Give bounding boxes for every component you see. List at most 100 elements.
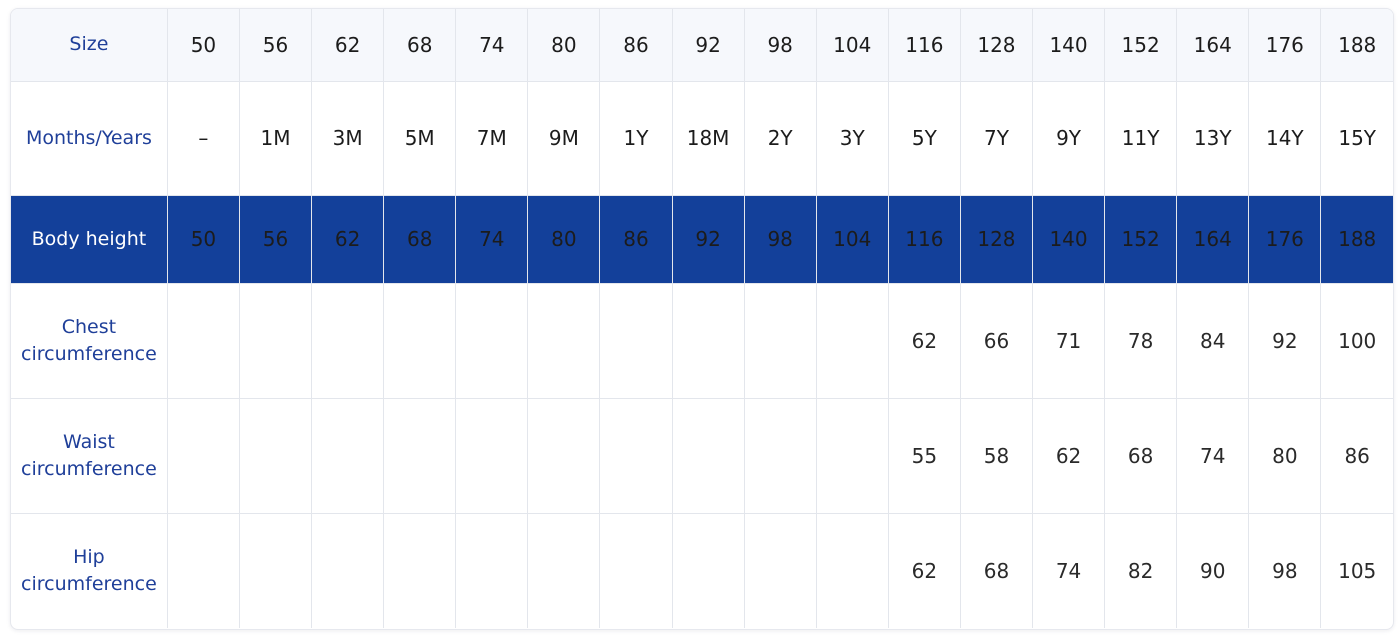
hip-cell (815, 512, 889, 628)
body-height-cell: 116 (887, 194, 961, 284)
hip-cell (599, 512, 673, 628)
size-cell: 128 (959, 9, 1034, 82)
hip-cell: 68 (959, 512, 1034, 628)
size-cell: 68 (383, 9, 457, 82)
waist-cell (743, 397, 817, 514)
waist-cell: 68 (1104, 397, 1178, 514)
age-cell: 15Y (1320, 80, 1393, 196)
hip-cell (455, 512, 529, 628)
age-cell: – (166, 80, 240, 196)
chest-cell: 84 (1176, 282, 1250, 399)
waist-cell: 74 (1176, 397, 1250, 514)
hip-row: Hip circumference 62 68 74 82 90 98 105 (11, 512, 1393, 628)
size-cell: 164 (1176, 9, 1250, 82)
chest-cell (815, 282, 889, 399)
waist-cell: 86 (1320, 397, 1393, 514)
waist-cell (815, 397, 889, 514)
hip-row-label-line2: circumference (21, 572, 157, 595)
body-height-cell: 56 (238, 194, 313, 284)
size-cell: 152 (1104, 9, 1178, 82)
body-height-row: Body height 50 56 62 68 74 80 86 92 98 1… (11, 194, 1393, 284)
age-cell: 14Y (1248, 80, 1322, 196)
size-cell: 98 (743, 9, 817, 82)
size-cell: 50 (166, 9, 240, 82)
size-row-label: Size (11, 9, 168, 82)
chest-row-label-line2: circumference (21, 342, 157, 365)
chest-cell (527, 282, 601, 399)
waist-cell (383, 397, 457, 514)
age-cell: 18M (671, 80, 745, 196)
size-cell: 86 (599, 9, 673, 82)
hip-cell (166, 512, 240, 628)
body-height-cell: 104 (815, 194, 889, 284)
age-cell: 5M (383, 80, 457, 196)
body-height-cell: 92 (671, 194, 745, 284)
waist-cell: 55 (887, 397, 961, 514)
size-cell: 140 (1031, 9, 1106, 82)
chest-cell: 71 (1031, 282, 1106, 399)
chest-cell: 100 (1320, 282, 1393, 399)
size-cell: 56 (238, 9, 313, 82)
hip-row-label-line1: Hip (73, 545, 105, 568)
body-height-cell: 74 (455, 194, 529, 284)
size-cell: 92 (671, 9, 745, 82)
chest-cell: 78 (1104, 282, 1178, 399)
hip-cell (527, 512, 601, 628)
hip-cell: 74 (1031, 512, 1106, 628)
waist-cell (238, 397, 313, 514)
waist-cell (311, 397, 385, 514)
hip-row-label: Hip circumference (11, 512, 168, 628)
chest-cell: 92 (1248, 282, 1322, 399)
waist-cell: 58 (959, 397, 1034, 514)
age-cell: 11Y (1104, 80, 1178, 196)
waist-row-label-line1: Waist (63, 430, 115, 453)
chest-cell (238, 282, 313, 399)
body-height-cell: 128 (959, 194, 1034, 284)
body-height-row-label: Body height (11, 194, 168, 284)
size-cell: 116 (887, 9, 961, 82)
chest-cell (311, 282, 385, 399)
body-height-cell: 152 (1104, 194, 1178, 284)
size-cell: 80 (527, 9, 601, 82)
age-cell: 2Y (743, 80, 817, 196)
size-cell: 176 (1248, 9, 1322, 82)
chest-cell (455, 282, 529, 399)
body-height-cell: 80 (527, 194, 601, 284)
size-cell: 74 (455, 9, 529, 82)
hip-cell: 98 (1248, 512, 1322, 628)
age-row: Months/Years – 1M 3M 5M 7M 9M 1Y 18M 2Y … (11, 80, 1393, 196)
size-cell: 62 (311, 9, 385, 82)
age-cell: 9M (527, 80, 601, 196)
waist-cell: 62 (1031, 397, 1106, 514)
age-cell: 7Y (959, 80, 1034, 196)
hip-cell (238, 512, 313, 628)
age-cell: 3M (311, 80, 385, 196)
age-cell: 3Y (815, 80, 889, 196)
chest-cell: 62 (887, 282, 961, 399)
chest-cell (671, 282, 745, 399)
waist-row: Waist circumference 55 58 62 68 74 80 86 (11, 397, 1393, 514)
age-cell: 9Y (1031, 80, 1106, 196)
waist-cell: 80 (1248, 397, 1322, 514)
age-row-label: Months/Years (11, 80, 168, 196)
body-height-cell: 50 (166, 194, 240, 284)
chest-cell (166, 282, 240, 399)
size-row: Size 50 56 62 68 74 80 86 92 98 104 116 … (11, 9, 1393, 82)
chest-cell (383, 282, 457, 399)
waist-cell (527, 397, 601, 514)
body-height-cell: 86 (599, 194, 673, 284)
waist-cell (455, 397, 529, 514)
hip-cell: 82 (1104, 512, 1178, 628)
size-cell: 104 (815, 9, 889, 82)
chest-row-label-line1: Chest (61, 315, 117, 338)
body-height-cell: 164 (1176, 194, 1250, 284)
hip-cell: 62 (887, 512, 961, 628)
chest-cell: 66 (959, 282, 1034, 399)
chest-cell (599, 282, 673, 399)
size-cell: 188 (1320, 9, 1393, 82)
age-cell: 13Y (1176, 80, 1250, 196)
waist-cell (166, 397, 240, 514)
hip-cell: 90 (1176, 512, 1250, 628)
waist-cell (671, 397, 745, 514)
chest-row: Chest circumference 62 66 71 78 84 92 100 (11, 282, 1393, 399)
